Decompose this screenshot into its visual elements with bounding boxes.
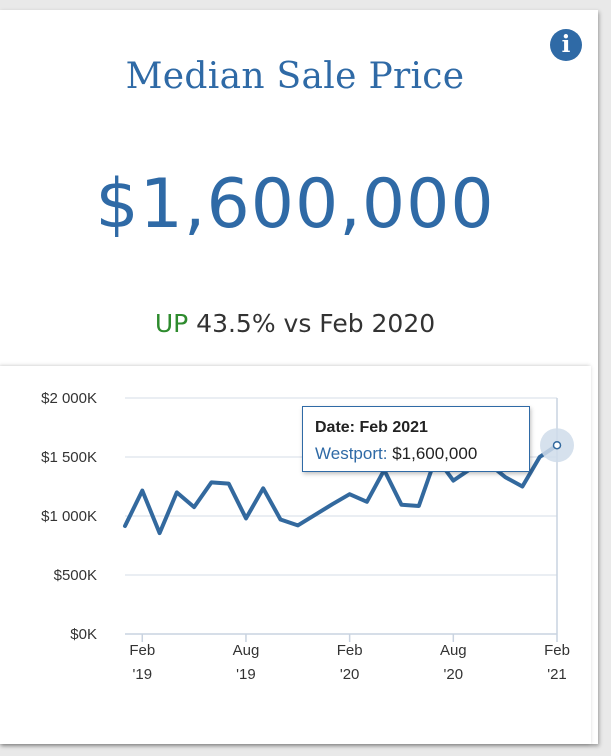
x-tick-label: Feb [544, 642, 570, 659]
y-tick-label: $1 000K [41, 508, 97, 525]
y-tick-label: $0K [70, 626, 97, 643]
card-title: Median Sale Price [125, 56, 465, 97]
y-tick-label: $1 500K [41, 449, 97, 466]
x-tick-label: Aug [233, 642, 260, 659]
tooltip-date-row: Date: Feb 2021 [315, 419, 428, 437]
x-tick-label: Feb [129, 642, 155, 659]
info-icon[interactable]: i [550, 29, 582, 61]
x-tick-label: '21 [547, 666, 567, 683]
tooltip-date-value: Feb 2021 [359, 419, 428, 436]
y-tick-label: $500K [54, 567, 97, 584]
price-change: UP 43.5% vs Feb 2020 [0, 309, 590, 338]
x-tick-label: Feb [337, 642, 363, 659]
change-text: 43.5% vs Feb 2020 [196, 309, 436, 338]
median-sale-price-value: $1,600,000 [95, 165, 495, 244]
tooltip-date-label: Date: [315, 419, 356, 436]
y-tick-label: $2 000K [41, 390, 97, 407]
tooltip-value-row: Westport: $1,600,000 [315, 444, 478, 463]
marker-layer [540, 428, 574, 463]
x-tick-label: '19 [132, 666, 152, 683]
highlight-point[interactable] [552, 440, 562, 450]
tooltip-series-name: Westport [315, 444, 383, 463]
x-tick-label: '20 [444, 666, 464, 683]
x-tick-label: Aug [440, 642, 467, 659]
x-tick-label: '19 [236, 666, 256, 683]
chart-tooltip: Date: Feb 2021 Westport: $1,600,000 [302, 406, 530, 472]
axis-layer: $0K $500K $1 000K $1 500K $2 000K Feb '19 Aug '1… [41, 390, 570, 683]
x-tick-label: '20 [340, 666, 360, 683]
change-direction: UP [154, 309, 189, 338]
tooltip-series-value: $1,600,000 [392, 444, 478, 463]
